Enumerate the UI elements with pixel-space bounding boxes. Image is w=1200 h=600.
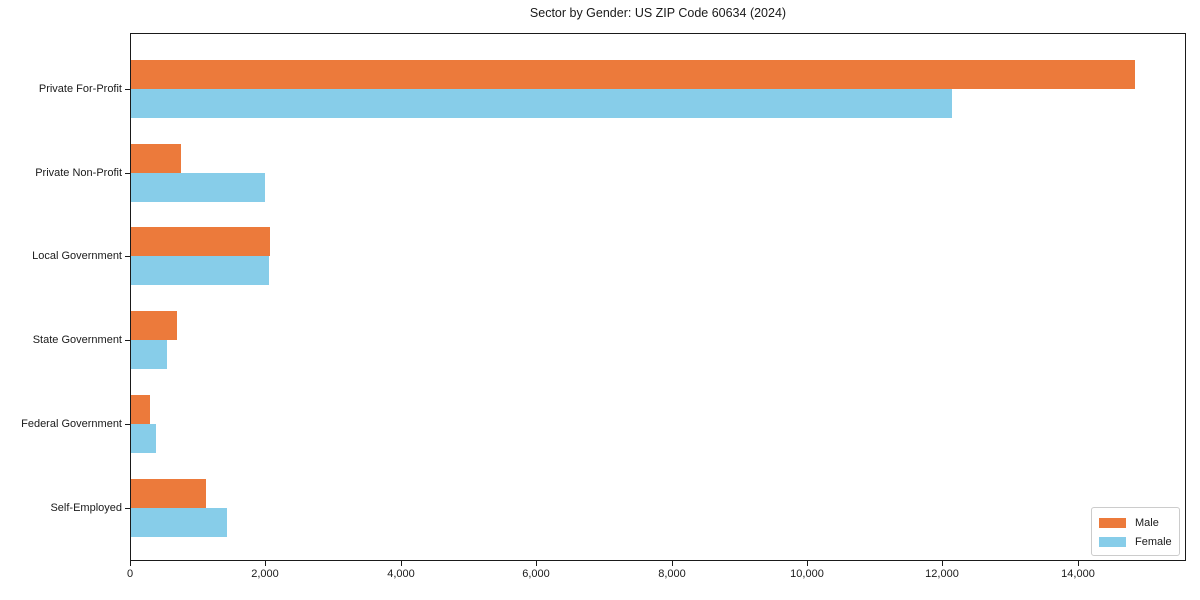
bar-male-1 <box>130 60 1135 89</box>
xtick-mark <box>942 561 943 566</box>
bar-male-2 <box>130 144 181 173</box>
xtick-label: 4,000 <box>387 568 415 580</box>
xtick-label: 2,000 <box>251 568 279 580</box>
xtick-label: 10,000 <box>790 568 824 580</box>
xtick-label: 6,000 <box>522 568 550 580</box>
legend-item-male: Male <box>1099 513 1179 532</box>
ytick-mark <box>125 256 130 257</box>
ytick-mark <box>125 340 130 341</box>
xtick-label: 14,000 <box>1061 568 1095 580</box>
ytick-mark <box>125 508 130 509</box>
xtick-label: 12,000 <box>925 568 959 580</box>
xtick-mark <box>1078 561 1079 566</box>
bar-female-5 <box>130 424 156 453</box>
legend-rows: Male Female <box>1099 513 1179 551</box>
xtick-mark <box>536 561 537 566</box>
ytick-label: State Government <box>32 334 122 346</box>
bar-female-1 <box>130 89 952 118</box>
xtick-mark <box>265 561 266 566</box>
xtick-mark <box>672 561 673 566</box>
xtick-label: 0 <box>126 568 134 580</box>
legend-item-female: Female <box>1099 532 1179 551</box>
legend-swatch-male <box>1099 517 1126 528</box>
ytick-mark <box>125 424 130 425</box>
xtick-label: 8,000 <box>658 568 686 580</box>
legend-label: Male <box>1135 516 1159 529</box>
ytick-label: Local Government <box>32 250 122 262</box>
ytick-label: Private Non-Profit <box>35 167 122 179</box>
legend-swatch-female <box>1099 536 1126 547</box>
xtick-mark <box>807 561 808 566</box>
legend-label: Female <box>1135 535 1172 548</box>
xtick-mark <box>401 561 402 566</box>
bar-male-5 <box>130 395 150 424</box>
bar-male-3 <box>130 227 270 256</box>
legend: Male Female <box>1091 507 1180 556</box>
ytick-mark <box>125 173 130 174</box>
bar-female-6 <box>130 508 227 537</box>
chart-title: Sector by Gender: US ZIP Code 60634 (202… <box>529 6 787 20</box>
ytick-label: Self-Employed <box>50 502 122 514</box>
bar-male-4 <box>130 311 177 340</box>
bar-female-4 <box>130 340 167 369</box>
bar-female-3 <box>130 256 269 285</box>
bar-male-6 <box>130 479 206 508</box>
ytick-label: Federal Government <box>21 418 122 430</box>
bar-female-2 <box>130 173 265 202</box>
ytick-label: Private For-Profit <box>38 83 122 95</box>
ytick-mark <box>125 89 130 90</box>
xtick-mark <box>130 561 131 566</box>
